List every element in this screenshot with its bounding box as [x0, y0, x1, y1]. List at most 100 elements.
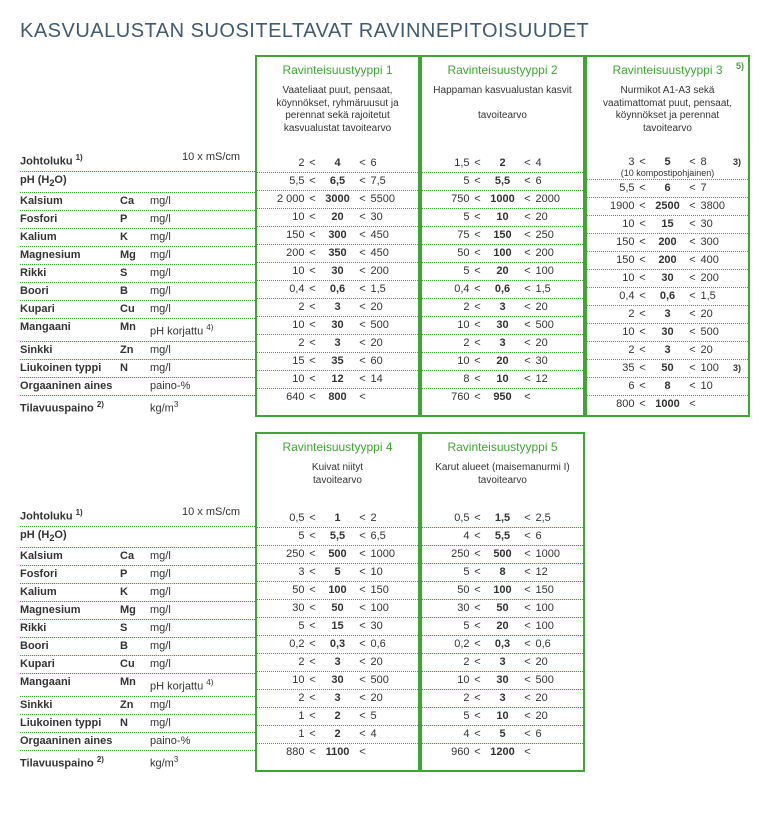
value-range: 5,5<6<7 [599, 181, 737, 196]
param-symbol: Mn [120, 320, 150, 340]
value-row: 640<800< [257, 389, 418, 406]
label-row: RikkiSmg/l [20, 620, 255, 638]
value-row: 2<4<6 [257, 155, 418, 173]
label-row: KupariCumg/l [20, 656, 255, 674]
value-row: 10<30<500 [257, 317, 418, 335]
label-row: pH (H2O) [20, 527, 255, 548]
value-range: 150<300<450 [269, 228, 407, 243]
value-range: 3<5<10 [269, 565, 407, 580]
param-unit: mg/l [150, 716, 255, 731]
value-range: 5<20<100 [434, 619, 572, 634]
label-row: RikkiSmg/l [20, 265, 255, 283]
label-row: MagnesiumMgmg/l [20, 247, 255, 265]
value-range: 2<3<20 [269, 300, 407, 315]
value-range: 640<800< [269, 390, 407, 405]
param-unit: mg/l [150, 639, 255, 654]
param-symbol [120, 150, 150, 170]
param-name: Kupari [20, 302, 120, 317]
value-row: 0,5<1,5<2,5 [422, 510, 583, 528]
value-row: 0,4<0,6<1,5 [257, 281, 418, 299]
param-symbol: N [120, 716, 150, 731]
value-range: 50<100<150 [434, 583, 572, 598]
value-range: 2<3<20 [434, 655, 572, 670]
value-range: 10<15<30 [599, 217, 737, 232]
param-symbol: S [120, 621, 150, 636]
param-symbol: Ca [120, 549, 150, 564]
value-row: 15<35<60 [257, 353, 418, 371]
param-symbol: Mg [120, 248, 150, 263]
value-range: 2 000<3000<5500 [269, 192, 407, 207]
value-row: 5,5<6<7 [587, 180, 748, 198]
value-row: 0,4<0,6<1,5 [587, 288, 748, 306]
param-name: Tilavuuspaino 2) [20, 752, 120, 772]
value-range: 1,5<2<4 [434, 156, 572, 171]
param-unit: mg/l [150, 585, 255, 600]
param-name: Mangaani [20, 320, 120, 340]
value-row: 0,5<1<2 [257, 510, 418, 528]
param-symbol: S [120, 266, 150, 281]
param-name: Magnesium [20, 603, 120, 618]
value-row: 8<10<12 [422, 371, 583, 389]
type-title: Ravinteisuustyyppi 5 [422, 434, 583, 460]
param-symbol [120, 379, 150, 394]
value-range: 5<5,5<6 [434, 174, 572, 189]
value-range: 30<50<100 [269, 601, 407, 616]
label-row: KaliumKmg/l [20, 229, 255, 247]
value-row: 5<15<30 [257, 618, 418, 636]
value-row: 10<15<30 [587, 216, 748, 234]
value-range: 5<20<100 [434, 264, 572, 279]
param-symbol: B [120, 284, 150, 299]
value-row: 2<3<20 [422, 299, 583, 317]
header-spacer [20, 432, 255, 504]
value-range: 960<1200< [434, 745, 572, 760]
value-row: 960<1200< [422, 744, 583, 761]
value-range: 6<8<10 [599, 379, 737, 394]
value-row: 2<3<20 [587, 342, 748, 360]
value-range: 8<10<12 [434, 372, 572, 387]
value-row: 1<2<4 [257, 726, 418, 744]
label-row: Johtoluku 1)10 x mS/cm [20, 149, 255, 172]
param-unit: 10 x mS/cm [150, 505, 255, 525]
param-symbol: Cu [120, 657, 150, 672]
value-range: 4<5<6 [434, 727, 572, 742]
param-name: Johtoluku 1) [20, 150, 120, 170]
label-row: KupariCumg/l [20, 301, 255, 319]
param-symbol: Zn [120, 343, 150, 358]
param-symbol: K [120, 585, 150, 600]
param-name: pH (H2O) [20, 528, 120, 546]
value-range: 2<3<20 [599, 343, 737, 358]
value-range: 2<3<20 [434, 336, 572, 351]
value-range: 5<5,5<6,5 [269, 529, 407, 544]
value-row: 250<500<1000 [257, 546, 418, 564]
value-row: 150<200<400 [587, 252, 748, 270]
param-name: Rikki [20, 621, 120, 636]
type-subtitle: Nurmikot A1-A3 sekä vaatimattomat puut, … [587, 83, 748, 155]
value-range: 4<5,5<6 [434, 529, 572, 544]
value-range: 750<1000<2000 [434, 192, 572, 207]
value-row: 5<10<20 [422, 708, 583, 726]
nutrient-table-bottom: Johtoluku 1)10 x mS/cmpH (H2O)KalsiumCam… [20, 432, 745, 772]
value-range: 5<8<12 [434, 565, 572, 580]
label-row: Orgaaninen ainespaino-% [20, 378, 255, 396]
value-range: 2<3<20 [269, 336, 407, 351]
value-row: 5<8<12 [422, 564, 583, 582]
value-row: 10<12<14 [257, 371, 418, 389]
param-symbol: Mn [120, 675, 150, 695]
param-name: Kalsium [20, 549, 120, 564]
label-row: pH (H2O) [20, 172, 255, 193]
value-row: 2<3<20 [587, 306, 748, 324]
param-unit: paino-% [150, 379, 255, 394]
value-range: 30<50<100 [434, 601, 572, 616]
value-range: 35<50<1003) [599, 361, 737, 376]
value-range: 760<950< [434, 390, 572, 405]
value-row: 2<3<20 [257, 690, 418, 708]
type-subtitle: Kuivat niityttavoitearvo [257, 460, 418, 510]
value-row: 5,5<6,5<7,5 [257, 173, 418, 191]
value-range: 10<20<30 [434, 354, 572, 369]
param-unit: mg/l [150, 361, 255, 376]
labels-column-2: Johtoluku 1)10 x mS/cmpH (H2O)KalsiumCam… [20, 432, 255, 772]
value-row: 5<5,5<6 [422, 173, 583, 191]
value-range: 5<10<20 [434, 210, 572, 225]
param-name: Fosfori [20, 567, 120, 582]
type-3-column: Ravinteisuustyyppi 35)Nurmikot A1-A3 sek… [585, 55, 750, 417]
